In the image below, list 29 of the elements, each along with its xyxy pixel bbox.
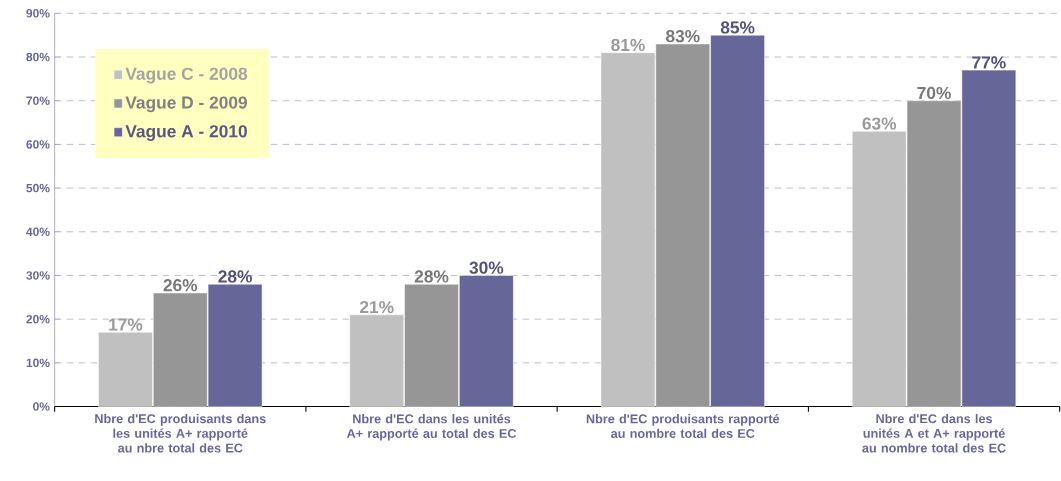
data-label: 30% [469,261,504,274]
y-tick-label: 20% [26,314,50,324]
x-tick-label: Nbre d'EC produisants dans les unités A+ rapporté au nbre total des EC [95,413,266,453]
legend-label: Vague A - 2010 [125,125,247,141]
data-label: 70% [917,86,951,100]
data-label: 83% [665,29,700,43]
data-label: 77% [972,56,1006,69]
y-tick-label: 10% [26,358,50,368]
data-label: 26% [163,278,198,292]
y-tick-label: 90% [26,9,50,18]
y-tick-label: 80% [26,52,50,62]
data-label: 17% [109,318,143,331]
y-tick-label: 50% [26,183,50,193]
legend-label: Vague C - 2008 [125,67,248,84]
y-tick-label: 40% [26,227,50,236]
data-label: 28% [218,270,252,283]
y-tick-label: 0% [33,402,50,411]
data-label: 28% [414,270,449,283]
legend-label: Vague D - 2009 [125,96,247,113]
x-tick-label: Nbre d'EC dans les unités A+ rapporté au total des EC [346,413,517,441]
x-tick-label: Nbre d'EC produisants rapporté au nombre total des EC [586,413,780,438]
x-tick-label: Nbre d'EC dans les unités A et A+ rapporté au nombre total des EC [862,413,1006,453]
y-tick-label: 60% [26,140,50,149]
y-tick-label: 30% [26,271,50,280]
data-label: 21% [359,300,394,314]
y-tick-label: 70% [26,96,50,105]
data-label: 85% [720,21,755,34]
data-label: 81% [611,38,645,51]
data-label: 63% [862,117,897,130]
